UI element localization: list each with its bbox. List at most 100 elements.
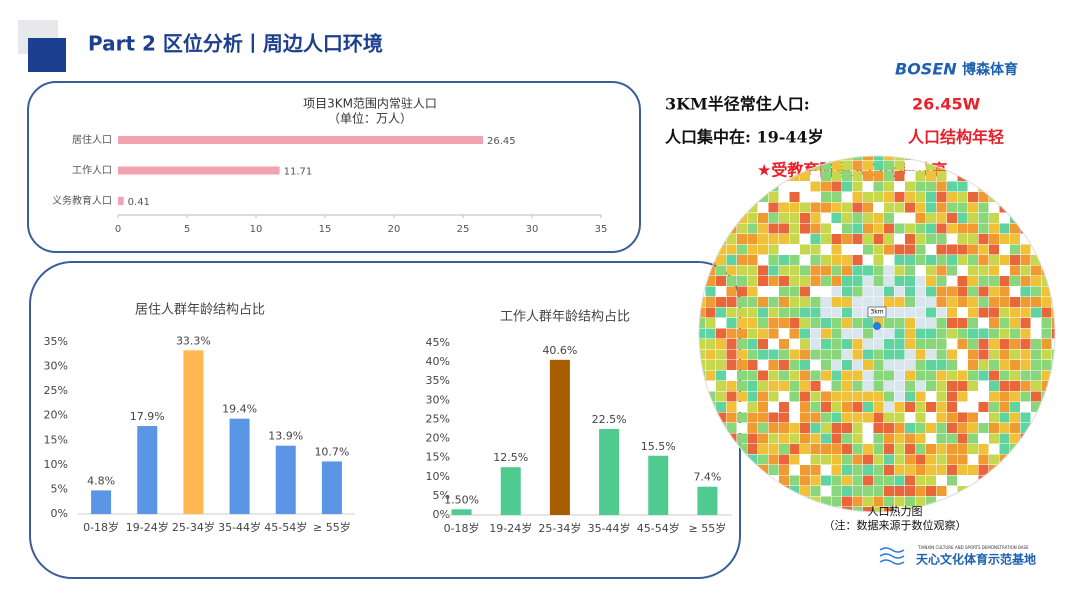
heat-cell	[747, 276, 758, 286]
heat-cell	[842, 234, 852, 244]
heat-cell	[716, 244, 726, 255]
heat-cell	[863, 181, 873, 192]
heat-cell	[789, 307, 800, 318]
heat-cell	[1010, 381, 1020, 391]
y-tick-label: 5%	[51, 482, 68, 495]
heat-cell	[926, 318, 936, 328]
heat-cell	[758, 265, 768, 276]
heat-cell	[852, 423, 863, 433]
heat-cell	[726, 444, 737, 454]
heat-cell	[1020, 475, 1031, 486]
heat-cell	[905, 360, 915, 370]
heat-cell	[789, 465, 800, 475]
heat-cell	[926, 444, 936, 454]
y-tick-label: 义务教育人口	[52, 194, 112, 207]
heat-cell	[1020, 465, 1031, 475]
heat-cell	[863, 391, 873, 402]
heat-cell	[989, 286, 999, 297]
heat-cell	[842, 349, 852, 360]
heat-cell	[768, 391, 779, 402]
heat-cell	[716, 370, 726, 381]
heat-cell	[905, 349, 915, 360]
heat-cell	[716, 360, 726, 370]
heat-cell	[821, 265, 831, 276]
heat-cell	[779, 433, 789, 444]
heat-cell	[747, 402, 758, 412]
heat-cell	[936, 412, 947, 423]
heat-cell	[768, 475, 779, 486]
heat-cell	[947, 160, 957, 171]
heat-cell	[1052, 360, 1055, 370]
heat-cell	[716, 454, 726, 465]
heat-cell	[821, 234, 831, 244]
heat-cell	[852, 297, 863, 307]
heat-cell	[999, 202, 1010, 213]
heat-cell	[936, 202, 947, 213]
heat-cell	[831, 486, 842, 496]
heat-cell	[831, 318, 842, 328]
heat-cell	[926, 171, 936, 181]
heat-cell	[999, 307, 1010, 318]
heat-cell	[726, 412, 737, 423]
heat-cell	[915, 328, 926, 339]
heat-cell	[810, 181, 821, 192]
heat-cell	[915, 423, 926, 433]
heat-cell	[1010, 423, 1020, 433]
heat-cell	[779, 370, 789, 381]
heat-cell	[978, 276, 989, 286]
heat-cell	[915, 465, 926, 475]
heat-cell	[810, 433, 821, 444]
heat-cell	[768, 276, 779, 286]
heat-cell	[905, 328, 915, 339]
heat-cell	[705, 276, 716, 286]
heat-cell	[968, 339, 978, 349]
heat-cell	[947, 202, 957, 213]
heat-cell	[842, 244, 852, 255]
y-tick-label: 30%	[44, 360, 68, 373]
heat-cell	[789, 328, 800, 339]
heat-cell	[884, 391, 894, 402]
heat-cell	[705, 402, 716, 412]
heat-cell	[779, 223, 789, 234]
heat-cell	[747, 213, 758, 223]
heat-cell	[779, 234, 789, 244]
heat-cell	[989, 160, 999, 171]
bar	[321, 461, 342, 514]
heat-cell	[884, 475, 894, 486]
heat-cell	[705, 412, 716, 423]
heat-cell	[779, 213, 789, 223]
heat-cell	[947, 286, 957, 297]
heat-cell	[726, 286, 737, 297]
heat-cell	[779, 381, 789, 391]
heat-cell	[852, 349, 863, 360]
heat-cell	[768, 444, 779, 454]
heat-cell	[957, 475, 968, 486]
heat-cell	[726, 454, 737, 465]
heat-cell	[758, 307, 768, 318]
heat-cell	[999, 444, 1010, 454]
heat-cell	[1031, 465, 1041, 475]
heat-cell	[716, 255, 726, 265]
heat-cell	[842, 370, 852, 381]
heat-cell	[831, 475, 842, 486]
heat-cell	[1020, 507, 1031, 512]
heat-cell	[947, 507, 957, 512]
heat-cell	[737, 465, 747, 475]
heat-cell	[705, 202, 716, 213]
heat-cell	[779, 475, 789, 486]
heat-cell	[705, 454, 716, 465]
heat-cell	[936, 475, 947, 486]
heat-cell	[936, 192, 947, 202]
heat-cell	[957, 496, 968, 507]
heat-cell	[1031, 370, 1041, 381]
heat-cell	[863, 507, 873, 512]
heat-cell	[936, 234, 947, 244]
y-tick-label: 25%	[426, 412, 450, 425]
heat-cell	[978, 160, 989, 171]
bar	[500, 467, 521, 515]
heat-cell	[1020, 370, 1031, 381]
heat-cell	[1031, 339, 1041, 349]
heat-cell	[779, 454, 789, 465]
heat-cell	[747, 223, 758, 234]
